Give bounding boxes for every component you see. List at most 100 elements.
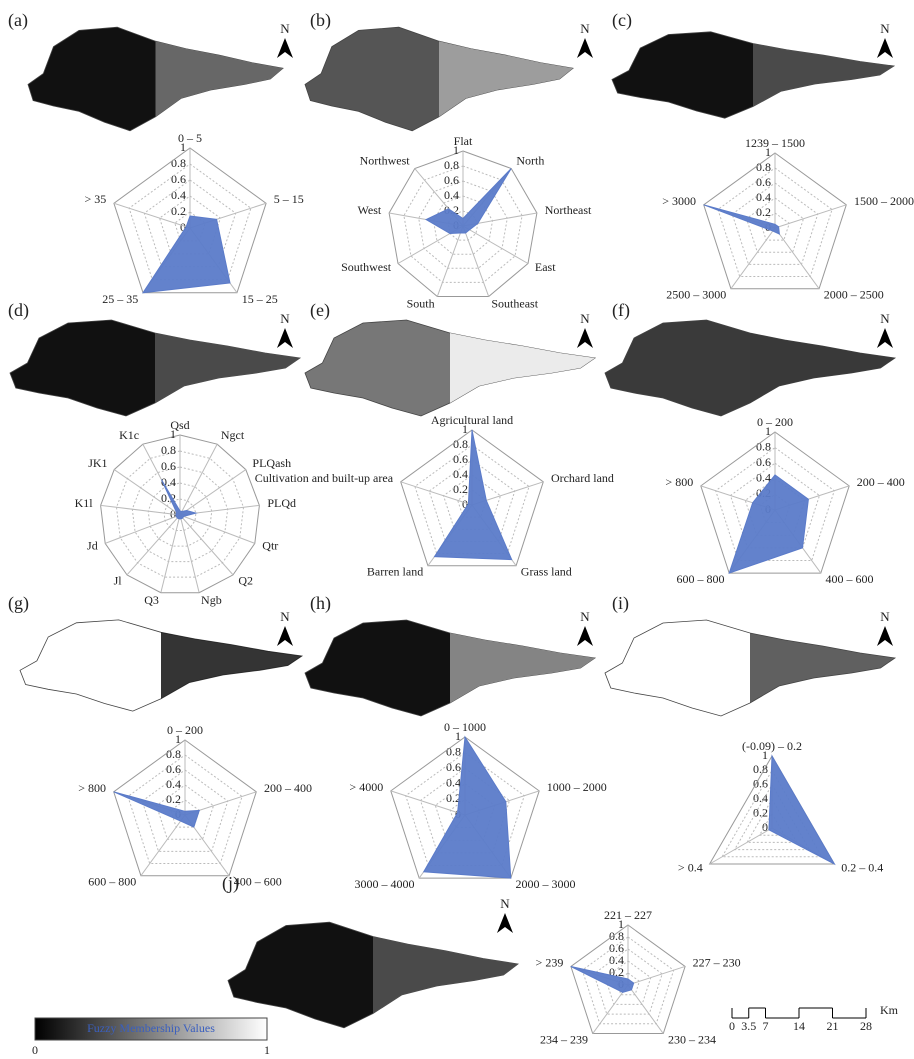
- legend-title: Fuzzy Membership Values: [87, 1021, 215, 1035]
- north-arrow: [277, 38, 293, 58]
- scale-tick-label: 21: [827, 1019, 839, 1033]
- category-label: 1239 – 1500: [745, 136, 805, 150]
- north-label: N: [280, 609, 290, 624]
- north-arrow: [497, 913, 513, 933]
- r-tick-label: 0.8: [444, 158, 459, 172]
- r-tick-label: 0.2: [171, 204, 186, 218]
- panel-label: (d): [8, 300, 29, 321]
- north-label: N: [280, 311, 290, 326]
- category-label: > 0.4: [678, 860, 703, 874]
- category-label: 5 – 15: [274, 192, 304, 206]
- category-label: North: [516, 153, 544, 167]
- category-label: 1500 – 2000: [854, 194, 914, 208]
- category-label: JK1: [88, 456, 107, 470]
- category-label: 200 – 400: [264, 781, 312, 795]
- legend-min: 0: [32, 1043, 38, 1057]
- r-tick-label: 0.8: [756, 439, 771, 453]
- map-zone: [753, 44, 894, 107]
- r-tick-label: 0.4: [609, 953, 624, 967]
- panel-label: (j): [222, 873, 239, 894]
- spoke: [710, 828, 772, 864]
- category-label: 15 – 25: [242, 292, 278, 306]
- spoke: [180, 444, 217, 515]
- category-label: > 4000: [349, 780, 383, 794]
- r-tick-label: 0.8: [171, 156, 186, 170]
- map-zone: [439, 41, 573, 117]
- r-tick-label: 0.4: [444, 188, 459, 202]
- category-label: 0 – 5: [178, 131, 202, 145]
- map-zone: [373, 937, 518, 1014]
- scale-tick-label: 28: [860, 1019, 872, 1033]
- panel: (h)N00.20.40.60.810 – 10001000 – 2000200…: [305, 593, 607, 891]
- r-tick-label: 0.4: [753, 791, 768, 805]
- north-arrow: [877, 38, 893, 58]
- r-tick-label: 0.6: [161, 459, 176, 473]
- category-label: 1000 – 2000: [547, 780, 607, 794]
- category-label: Ngb: [201, 593, 222, 607]
- panel-label: (c): [612, 10, 632, 31]
- category-label: PLQd: [267, 496, 296, 510]
- panel-label: (e): [310, 300, 330, 321]
- category-label: Jl: [114, 573, 123, 587]
- category-label: Q3: [144, 593, 159, 607]
- r-tick-label: 0.6: [166, 762, 181, 776]
- r-tick-label: 0.6: [756, 175, 771, 189]
- category-label: > 239: [536, 955, 564, 969]
- legend-max: 1: [264, 1043, 270, 1057]
- category-label: 221 – 227: [604, 908, 652, 922]
- category-label: > 35: [85, 192, 107, 206]
- scale-bar: 03.57142128Km: [729, 1003, 899, 1033]
- category-label: Southeast: [491, 297, 538, 311]
- r-tick-label: 0.6: [446, 760, 461, 774]
- category-label: Qsd: [170, 418, 189, 432]
- north-label: N: [880, 21, 890, 36]
- r-tick-label: 0.4: [453, 467, 468, 481]
- category-label: 400 – 600: [826, 572, 874, 586]
- spoke: [180, 515, 255, 543]
- north-label: N: [280, 21, 290, 36]
- category-label: 600 – 800: [676, 572, 724, 586]
- map-zone: [750, 633, 895, 703]
- panel-label: (b): [310, 10, 331, 31]
- r-tick-label: 0.4: [446, 776, 461, 790]
- r-tick-label: 0.6: [444, 173, 459, 187]
- category-label: Barren land: [367, 565, 423, 579]
- north-arrow: [577, 38, 593, 58]
- r-tick-label: 0.6: [453, 452, 468, 466]
- category-label: 0 – 1000: [444, 720, 486, 734]
- category-label: Q2: [238, 573, 253, 587]
- category-label: Cultivation and built-up area: [255, 471, 394, 485]
- category-label: 600 – 800: [88, 875, 136, 889]
- spoke: [775, 228, 819, 289]
- category-label: 227 – 230: [693, 955, 741, 969]
- category-label: Agricultural land: [431, 413, 513, 427]
- north-label: N: [500, 896, 510, 911]
- panel: (a)N00.20.40.60.810 – 55 – 1515 – 2525 –…: [8, 10, 304, 306]
- spoke: [628, 966, 685, 985]
- category-label: Flat: [454, 134, 473, 148]
- scale-unit: Km: [880, 1003, 899, 1017]
- category-label: 234 – 239: [540, 1033, 588, 1047]
- spoke: [180, 515, 233, 575]
- radar-area: [729, 475, 808, 573]
- radar-area: [571, 967, 634, 993]
- category-label: West: [358, 203, 382, 217]
- r-tick-label: 0.4: [166, 777, 181, 791]
- category-label: 25 – 35: [102, 292, 138, 306]
- map-zone: [155, 333, 300, 403]
- category-label: Grass land: [521, 565, 572, 579]
- category-label: Northeast: [545, 203, 592, 217]
- category-label: 200 – 400: [857, 475, 905, 489]
- radar-area: [114, 792, 200, 827]
- map-zone: [750, 333, 895, 403]
- panel-label: (g): [8, 593, 29, 614]
- spoke: [628, 985, 663, 1034]
- map-zone: [156, 41, 284, 117]
- north-arrow: [577, 626, 593, 646]
- category-label: (-0.09) – 0.2: [742, 739, 802, 753]
- spoke: [775, 205, 846, 228]
- category-label: 3000 – 4000: [354, 877, 414, 891]
- map-zone: [450, 333, 595, 403]
- legend: Fuzzy Membership Values 0 1: [32, 1018, 270, 1057]
